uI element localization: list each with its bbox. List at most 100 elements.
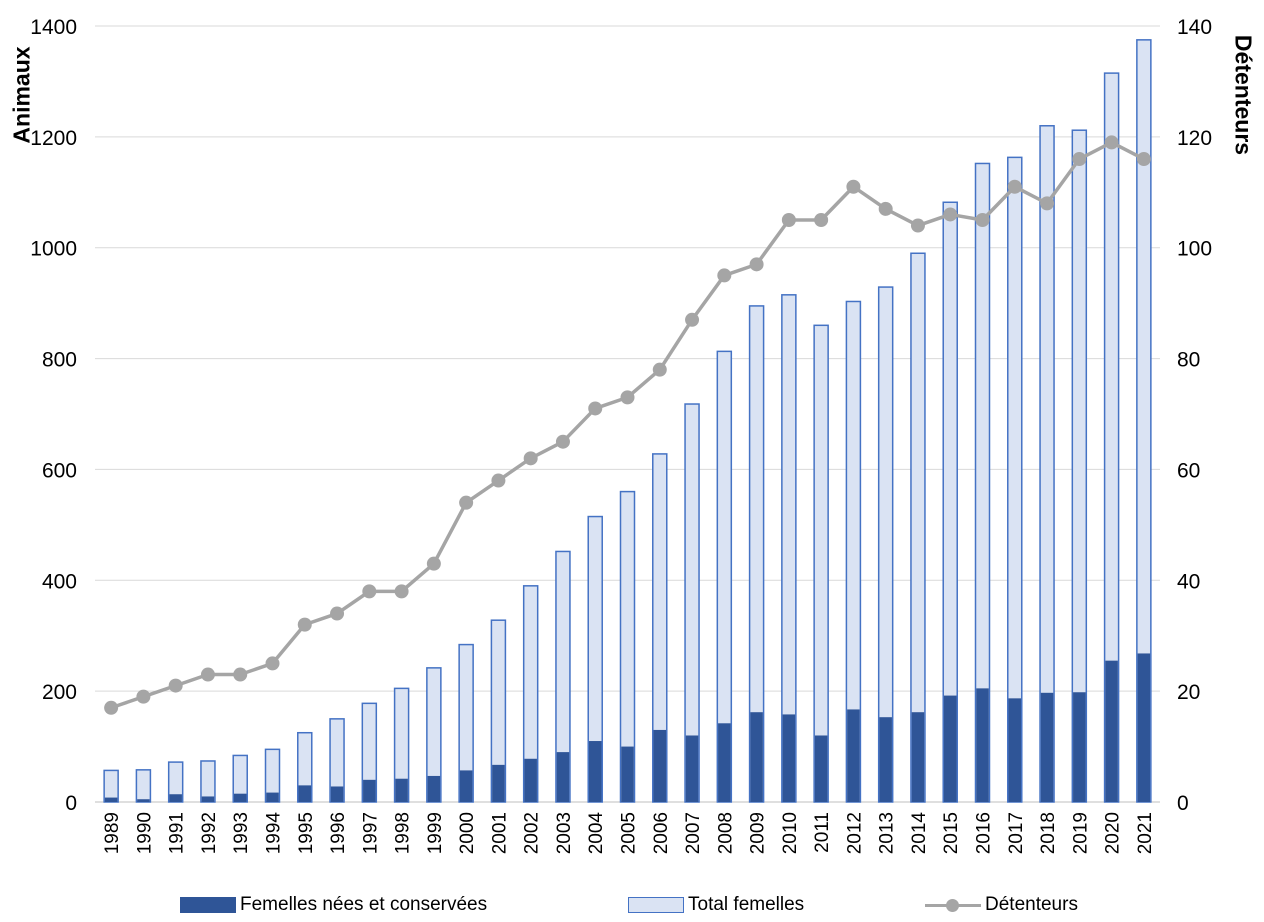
- point-detenteurs: [265, 656, 280, 671]
- point-detenteurs: [362, 584, 377, 599]
- x-tick-label: 2014: [909, 812, 930, 855]
- legend-label: Détenteurs: [985, 894, 1078, 915]
- point-detenteurs: [1104, 135, 1119, 150]
- bar-femelles-nees: [524, 758, 537, 802]
- y-axis-right-label: Détenteurs: [1230, 34, 1257, 156]
- y-axis-left-label: Animaux: [8, 46, 35, 144]
- y-left-tick-label: 1000: [30, 238, 77, 261]
- x-tick-label: 1997: [360, 812, 381, 854]
- point-detenteurs: [814, 213, 829, 227]
- bar-femelles-nees: [169, 794, 182, 802]
- bar-femelles-nees: [395, 778, 408, 802]
- bar-femelles-nees: [266, 792, 279, 802]
- bar-total-femelles: [813, 324, 829, 803]
- x-tick-label: 2019: [1070, 812, 1091, 854]
- x-tick-label: 2002: [522, 812, 543, 854]
- bar-femelles-nees: [233, 793, 247, 802]
- y-left-tick-label: 1200: [30, 127, 77, 150]
- bar-femelles-nees: [718, 723, 731, 802]
- x-tick-label: 1992: [199, 812, 220, 854]
- point-detenteurs: [749, 257, 764, 272]
- bar-femelles-nees: [911, 712, 925, 802]
- bar-femelles-nees: [1008, 698, 1022, 802]
- bar-femelles-nees: [782, 714, 796, 802]
- x-tick-label: 1993: [231, 812, 252, 854]
- point-detenteurs: [717, 268, 732, 283]
- bar-femelles-nees: [427, 775, 441, 802]
- y-left-tick-label: 0: [65, 792, 77, 815]
- point-detenteurs: [297, 617, 312, 632]
- x-tick-label: 2011: [812, 812, 833, 853]
- x-tick-label: 2021: [1135, 812, 1156, 854]
- x-tick-label: 1989: [102, 812, 123, 854]
- bar-femelles-nees: [847, 709, 860, 802]
- point-detenteurs: [233, 667, 248, 682]
- point-detenteurs: [878, 201, 893, 216]
- x-tick-label: 2015: [941, 812, 962, 854]
- legend: Femelles nées et conservées Total femell…: [0, 893, 1264, 917]
- point-detenteurs: [588, 401, 603, 416]
- x-tick-label: 2016: [974, 812, 995, 854]
- bar-femelles-nees: [492, 764, 505, 802]
- x-tick-label: 1999: [425, 812, 446, 854]
- x-tick-label: 2012: [844, 812, 865, 854]
- bar-femelles-nees: [685, 735, 699, 802]
- y-right-tick-label: 140: [1177, 16, 1212, 39]
- legend-item-total-femelles: Total femelles: [628, 893, 804, 917]
- bar-femelles-nees: [363, 779, 376, 802]
- x-tick-label: 2020: [1103, 812, 1124, 854]
- point-detenteurs: [459, 495, 474, 510]
- point-detenteurs: [200, 667, 215, 682]
- bar-femelles-nees: [1105, 660, 1118, 802]
- x-tick-label: 2018: [1038, 812, 1059, 854]
- y-right-tick-label: 40: [1177, 570, 1200, 593]
- bar-femelles-nees: [621, 746, 634, 802]
- x-tick-label: 2009: [748, 812, 769, 854]
- point-detenteurs: [426, 556, 441, 571]
- point-detenteurs: [652, 362, 667, 377]
- bar-femelles-nees: [104, 797, 118, 802]
- bar-femelles-nees: [556, 752, 570, 802]
- y-right-tick-label: 120: [1177, 127, 1212, 150]
- bar-total-femelles: [200, 760, 216, 803]
- legend-label: Femelles nées et conservées: [240, 894, 488, 915]
- point-detenteurs: [910, 218, 925, 233]
- legend-label: Total femelles: [688, 894, 805, 915]
- y-right-tick-label: 60: [1177, 459, 1200, 482]
- x-tick-label: 1995: [296, 812, 317, 854]
- point-detenteurs: [104, 700, 119, 715]
- legend-swatch-light-bar: [628, 897, 684, 913]
- point-detenteurs: [1007, 179, 1022, 194]
- y-right-tick-label: 100: [1177, 238, 1212, 261]
- bar-femelles-nees: [1073, 692, 1086, 802]
- point-detenteurs: [330, 606, 345, 621]
- bar-femelles-nees: [137, 799, 150, 802]
- bar-femelles-nees: [814, 735, 828, 802]
- y-left-tick-label: 1400: [30, 16, 77, 39]
- point-detenteurs: [975, 213, 990, 227]
- x-tick-label: 2013: [877, 812, 898, 854]
- point-detenteurs: [1040, 196, 1055, 211]
- y-right-tick-label: 20: [1177, 681, 1200, 704]
- point-detenteurs: [136, 689, 151, 704]
- x-tick-label: 1994: [264, 812, 285, 855]
- bar-femelles-nees: [750, 712, 763, 802]
- y-left-tick-label: 400: [42, 570, 77, 593]
- x-tick-label: 2004: [586, 812, 607, 855]
- x-tick-label: 2010: [780, 812, 801, 854]
- x-tick-label: 2000: [457, 812, 478, 854]
- point-detenteurs: [620, 390, 635, 405]
- bar-femelles-nees: [1040, 692, 1054, 802]
- x-tick-label: 2017: [1006, 812, 1027, 854]
- point-detenteurs: [491, 473, 506, 488]
- legend-swatch-line: [925, 897, 981, 913]
- x-tick-label: 1991: [167, 812, 188, 854]
- x-tick-label: 2003: [554, 812, 575, 854]
- legend-swatch-dark-bar: [180, 897, 236, 913]
- point-detenteurs: [1136, 152, 1151, 167]
- x-tick-label: 2006: [651, 812, 672, 854]
- point-detenteurs: [394, 584, 409, 599]
- bar-femelles-nees: [976, 688, 989, 802]
